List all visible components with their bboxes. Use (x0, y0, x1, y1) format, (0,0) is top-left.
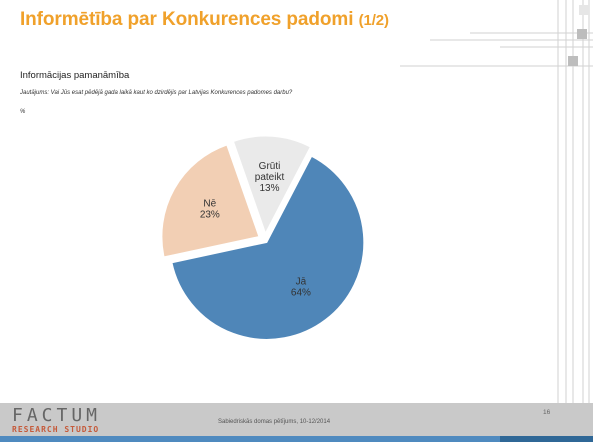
pie-category-label-ja: Jā (296, 277, 307, 288)
footer-accent-right (500, 436, 593, 442)
pie-slice-gruti-pateikt (232, 135, 311, 235)
factum-logo-subtitle: RESEARCH STUDIO (12, 425, 100, 434)
footer-accent-bar (0, 436, 593, 442)
page-number: 16 (543, 409, 551, 416)
pie-value-label-gruti-pateikt: 13% (260, 183, 280, 194)
pie-value-label-ne: 23% (200, 210, 220, 221)
unit-label: % (20, 109, 26, 115)
pie-category-label-gruti-pateikt: Grūti (259, 161, 281, 172)
pie-slice-ja (171, 155, 365, 340)
question-text: Jautājums: Vai Jūs esat pēdējā gada laik… (20, 90, 293, 96)
footer-bar (0, 403, 593, 436)
title-part: (1/2) (358, 12, 389, 29)
section-title: Informācijas pamanāmība (20, 70, 130, 81)
pie-slice-ne (161, 144, 260, 258)
page-title: Informētība par Konkurences padomi (1/2) (20, 9, 389, 31)
pie-category-label-ne: Nē (203, 199, 216, 210)
footer-text: Sabiedriskās domas pētījums, 10-12/2014 (218, 419, 331, 425)
factum-logo: FACTUM (12, 405, 102, 426)
pie-category-label-gruti-pateikt: pateikt (255, 172, 285, 183)
pie-value-label-ja: 64% (291, 288, 311, 299)
title-text: Informētība par Konkurences padomi (20, 9, 354, 30)
